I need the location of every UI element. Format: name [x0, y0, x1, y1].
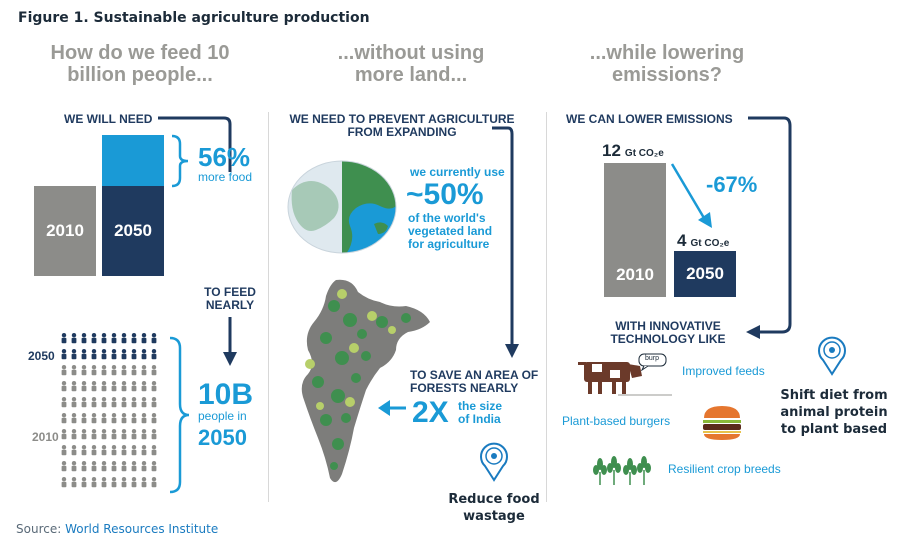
divider: [268, 112, 269, 502]
big-sub2: 2050: [198, 425, 247, 450]
col2-heading: ...without using more land...: [337, 42, 485, 86]
divider: [546, 112, 547, 502]
people-icon-grid: [61, 333, 157, 488]
down-arrow-icon: [670, 163, 712, 228]
pin-icon: [818, 336, 846, 376]
col3-heading: ...while lowering emissions?: [589, 42, 745, 86]
wheat-icon: [593, 456, 651, 485]
use-post: of the world's vegetated land for agricu…: [408, 211, 493, 251]
year-2010-label: 2010: [32, 430, 59, 444]
cow-icon: [578, 362, 672, 396]
use-pre: we currently use: [410, 165, 505, 179]
to-feed-label: TO FEED NEARLY: [204, 285, 256, 312]
burgers-label: Plant-based burgers: [562, 414, 671, 428]
people-brace-icon: [169, 336, 190, 494]
food-pct: 56%: [198, 142, 251, 172]
emis-bar-2050: 2050: [674, 251, 736, 297]
val-2050: 4 Gt CO₂e: [677, 231, 730, 250]
bar-2050: 2050: [102, 186, 164, 276]
innov-label: WITH INNOVATIVE TECHNOLOGY LIKE: [610, 319, 726, 346]
save-label: TO SAVE AN AREA OF FORESTS NEARLY: [410, 368, 539, 395]
pin-label-diet: Shift diet from animal protein to plant …: [780, 388, 888, 437]
food-pct-sub: more food: [198, 170, 253, 184]
burger-icon: [703, 406, 741, 440]
size-label: the size of India: [458, 399, 503, 426]
figure-title: Figure 1. Sustainable agriculture produc…: [18, 10, 370, 26]
arrow-left-icon: [378, 400, 406, 416]
prevent-label: WE NEED TO PREVENT AGRICULTURE FROM EXPA…: [289, 112, 515, 139]
need-label: WE WILL NEED: [64, 112, 153, 126]
bar-2010: 2010: [34, 186, 96, 276]
bar-2050-extra: [102, 135, 164, 186]
source-link[interactable]: World Resources Institute: [65, 522, 219, 536]
twox: 2X: [412, 396, 449, 429]
use-pct: ~50%: [406, 178, 484, 211]
speech-bubble-icon: [638, 353, 667, 371]
burp-label: burp: [645, 355, 660, 362]
year-2050-label: 2050: [28, 349, 55, 363]
emis-pct: -67%: [706, 172, 758, 197]
val-2010: 12 Gt CO₂e: [602, 141, 664, 160]
lower-label: WE CAN LOWER EMISSIONS: [566, 112, 733, 126]
col2-arrow: [492, 126, 519, 358]
col1-arrow: [158, 116, 237, 366]
source-line: Source: World Resources Institute: [16, 522, 218, 536]
pin-icon: [480, 442, 508, 482]
big-sub1: people in: [198, 409, 247, 423]
emis-bar-2010: 2010: [604, 163, 666, 297]
big-10b: 10B: [198, 378, 254, 411]
col1-heading: How do we feed 10 billion people...: [50, 42, 230, 86]
india-map-icon: [301, 279, 430, 483]
brace-icon: [171, 134, 189, 188]
pin-label-wastage: Reduce food wastage: [448, 492, 540, 524]
globe-icon: [287, 160, 397, 254]
col3-arrow: [746, 116, 792, 339]
source-label: Source:: [16, 522, 62, 536]
feeds-label: Improved feeds: [682, 364, 765, 378]
crops-label: Resilient crop breeds: [668, 462, 781, 476]
